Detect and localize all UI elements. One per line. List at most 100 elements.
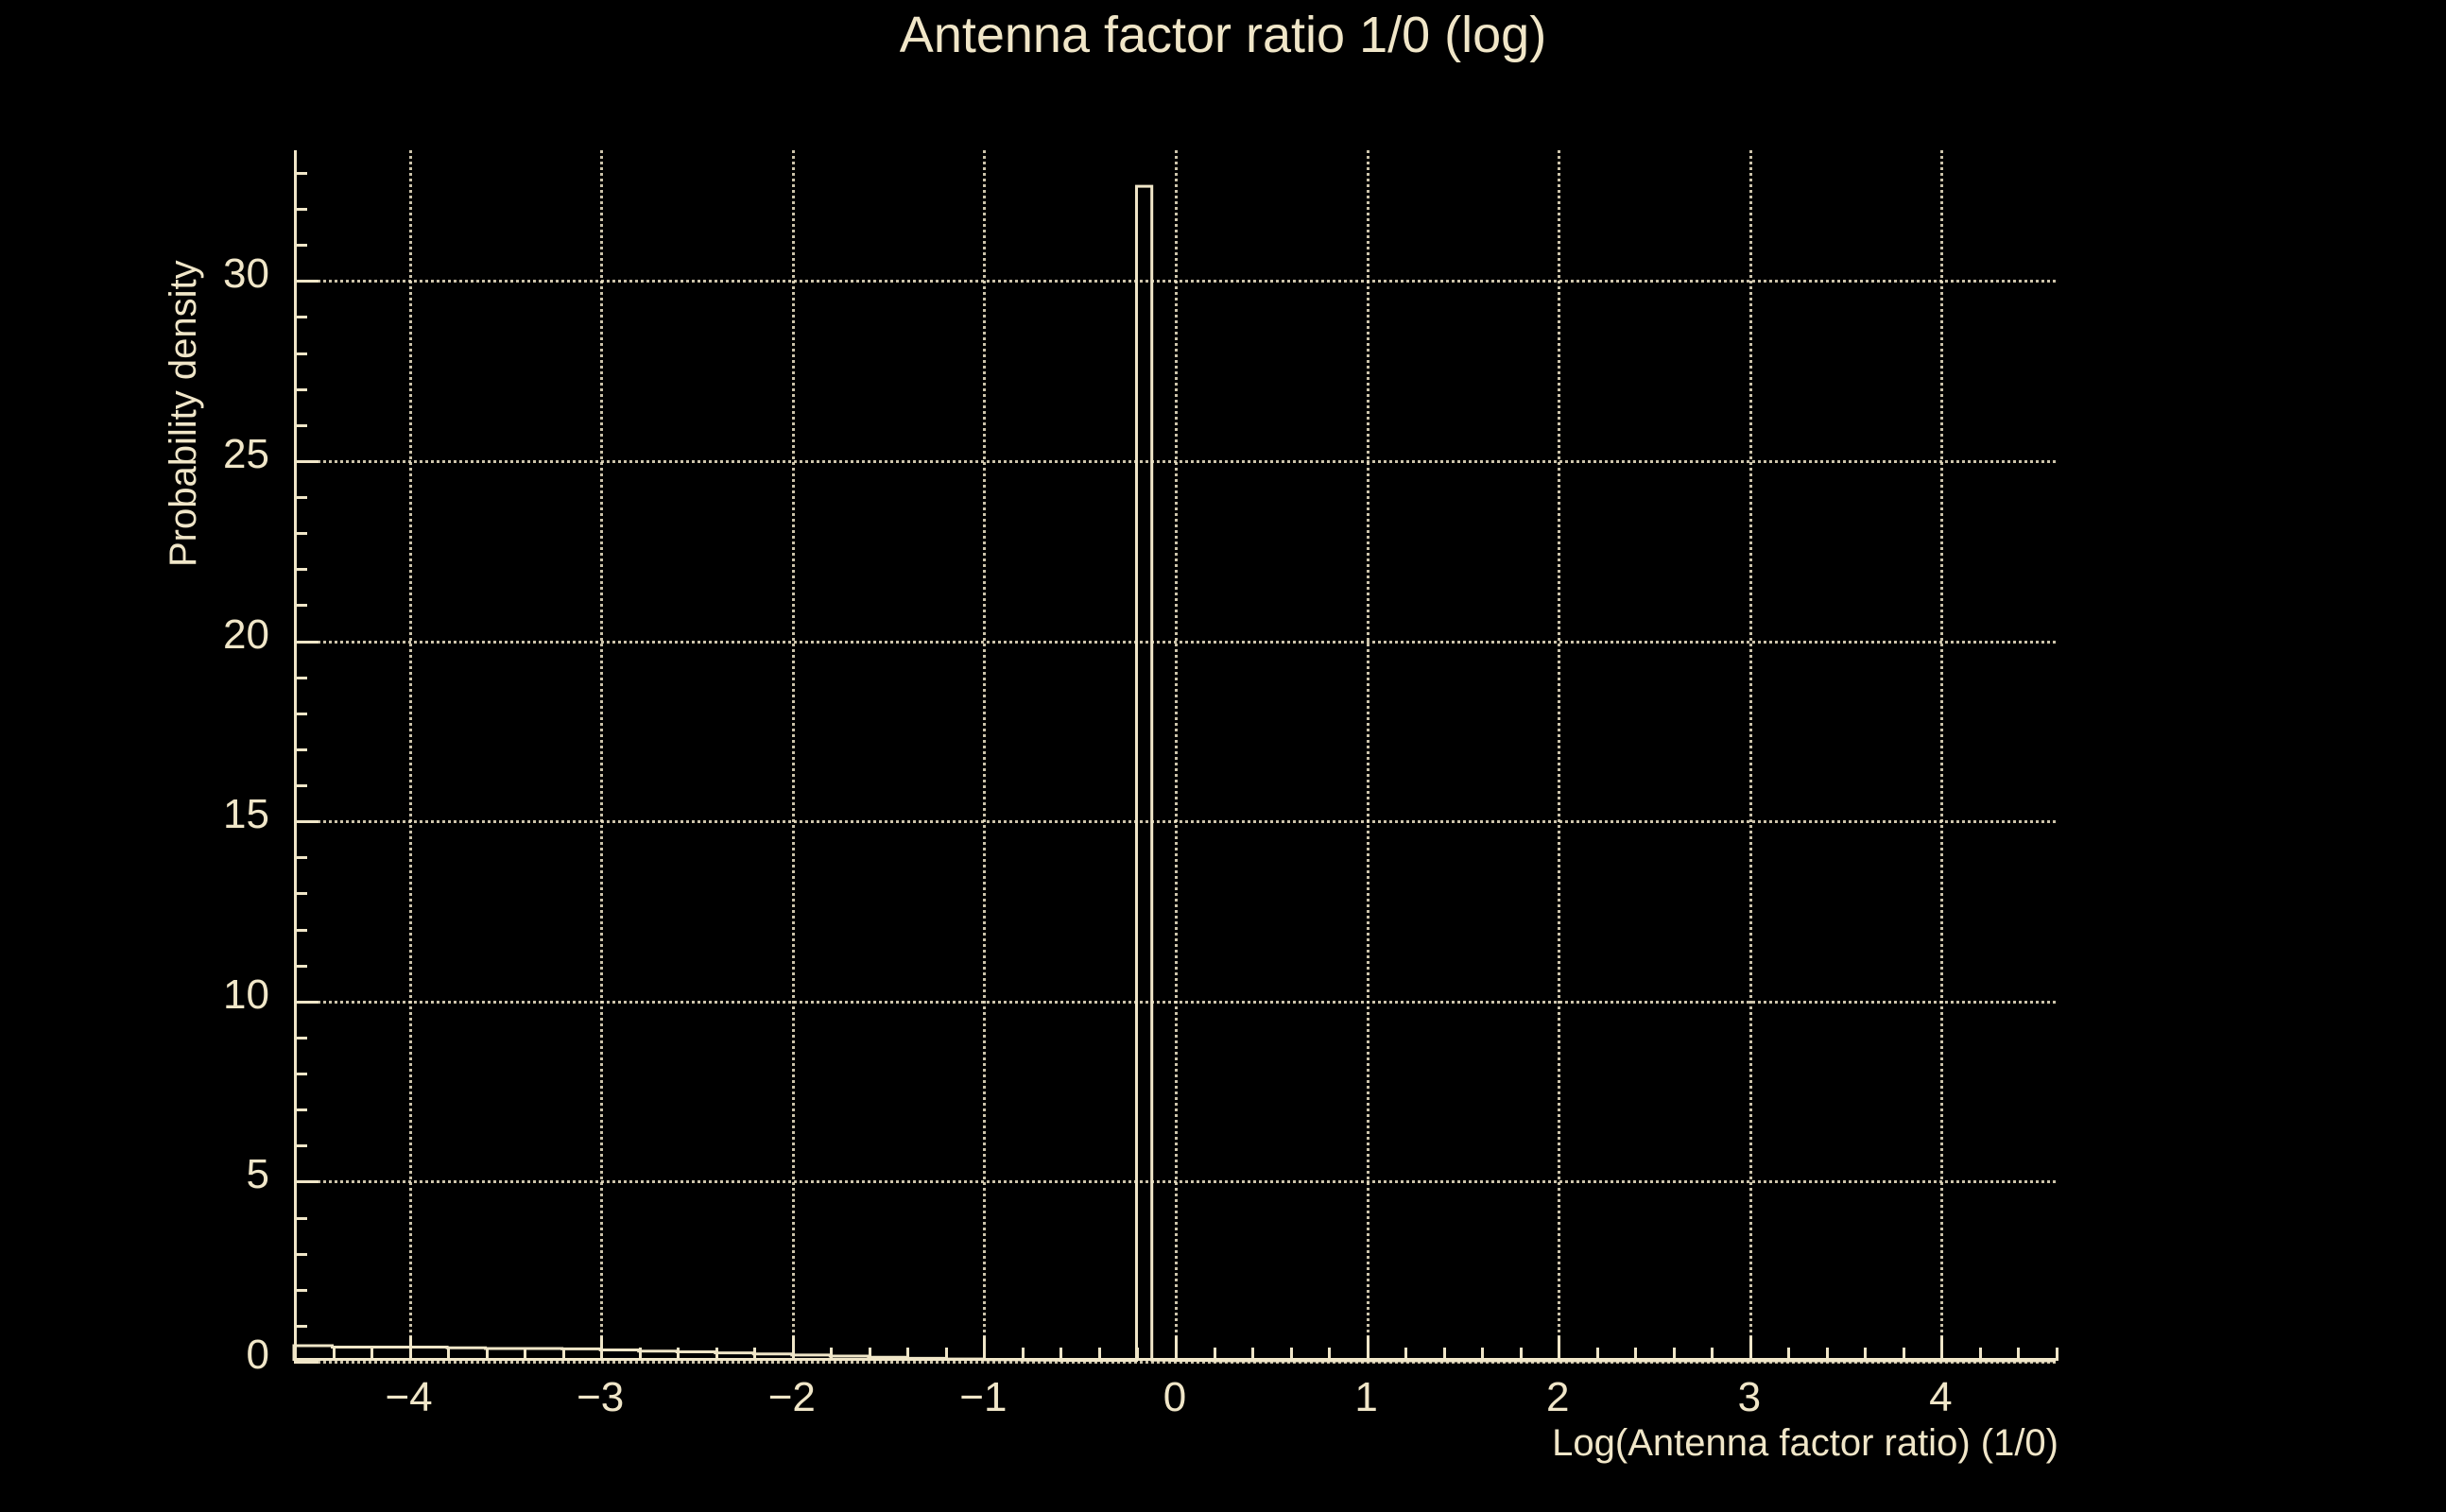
x-tick-minor: [868, 1348, 871, 1361]
histogram-series: [294, 150, 2056, 1361]
y-tick-major: [294, 1000, 319, 1004]
x-tick-major: [1366, 1336, 1369, 1361]
y-tick-minor: [294, 604, 307, 608]
x-tick-minor: [677, 1348, 680, 1361]
x-tick-label: 2: [1545, 1374, 1570, 1420]
x-tick-label: 0: [1163, 1374, 1187, 1420]
x-tick-minor: [1404, 1348, 1408, 1361]
y-tick-major: [294, 1180, 319, 1184]
x-tick-minor: [447, 1348, 451, 1361]
y-tick-label: 15: [223, 791, 269, 838]
gridline-vertical: [1175, 150, 1178, 1361]
y-tick-minor: [294, 496, 307, 499]
y-tick-minor: [294, 1108, 307, 1112]
x-tick-minor: [485, 1348, 489, 1361]
gridline-horizontal: [294, 459, 2056, 463]
gridline-horizontal: [294, 280, 2056, 284]
y-tick-minor: [294, 171, 307, 175]
y-tick-minor: [294, 568, 307, 572]
x-tick-minor: [1442, 1348, 1446, 1361]
gridline-vertical: [1940, 150, 1944, 1361]
y-axis-spine: [294, 150, 297, 1361]
x-tick-major: [1940, 1336, 1944, 1361]
y-tick-minor: [294, 352, 307, 355]
x-tick-minor: [1787, 1348, 1791, 1361]
y-tick-minor: [294, 784, 307, 787]
x-tick-label: −1: [959, 1374, 1008, 1420]
x-tick-minor: [1634, 1348, 1638, 1361]
gridline-horizontal: [294, 640, 2056, 644]
y-tick-label: 25: [223, 430, 269, 477]
x-tick-label: 3: [1737, 1374, 1762, 1420]
gridline-horizontal: [294, 820, 2056, 824]
x-tick-minor: [2017, 1348, 2021, 1361]
x-tick-major: [983, 1336, 987, 1361]
x-tick-major: [791, 1336, 795, 1361]
x-tick-minor: [1978, 1348, 1982, 1361]
gridline-vertical: [1748, 150, 1752, 1361]
x-axis-label: Log(Antenna factor ratio) (1/0): [1552, 1422, 2058, 1464]
y-tick-minor: [294, 387, 307, 391]
y-tick-label: 5: [246, 1151, 269, 1198]
page-title: Antenna factor ratio 1/0 (log): [899, 7, 1547, 63]
x-tick-label: −4: [385, 1374, 433, 1420]
gridline-horizontal: [294, 1000, 2056, 1004]
y-tick-minor: [294, 532, 307, 536]
x-tick-minor: [1481, 1348, 1485, 1361]
y-tick-minor: [294, 712, 307, 715]
gridline-horizontal: [294, 1180, 2056, 1184]
y-tick-minor: [294, 964, 307, 968]
y-tick-major: [294, 280, 319, 284]
y-axis-label: Probability density: [163, 260, 204, 567]
x-tick-minor: [1097, 1348, 1101, 1361]
y-tick-minor: [294, 1073, 307, 1075]
y-tick-label: 20: [223, 610, 269, 658]
y-tick-minor: [294, 928, 307, 932]
gridline-vertical: [408, 150, 412, 1361]
x-tick-label: 4: [1929, 1374, 1953, 1420]
y-tick-minor: [294, 423, 307, 427]
y-tick-minor: [294, 856, 307, 860]
x-tick-minor: [1519, 1348, 1523, 1361]
y-tick-minor: [294, 208, 307, 211]
y-tick-minor: [294, 1216, 307, 1220]
y-tick-major: [294, 1361, 319, 1364]
x-tick-minor: [1902, 1348, 1905, 1361]
x-tick-minor: [1251, 1348, 1255, 1361]
x-tick-minor: [1213, 1348, 1216, 1361]
x-tick-minor: [1021, 1348, 1025, 1361]
x-tick-minor: [1864, 1348, 1868, 1361]
y-tick-major: [294, 640, 319, 644]
x-axis-spine: [294, 1358, 2056, 1361]
x-tick-minor: [944, 1348, 948, 1361]
y-tick-minor: [294, 1252, 307, 1256]
x-tick-minor: [332, 1348, 336, 1361]
x-tick-minor: [1711, 1348, 1714, 1361]
y-tick-minor: [294, 316, 307, 319]
x-tick-minor: [524, 1348, 527, 1361]
x-tick-minor: [1328, 1348, 1332, 1361]
gridline-vertical: [791, 150, 795, 1361]
y-tick-minor: [294, 747, 307, 751]
x-tick-major: [600, 1336, 604, 1361]
x-tick-minor: [1289, 1348, 1293, 1361]
gridline-horizontal: [294, 1361, 2056, 1364]
y-tick-major: [294, 459, 319, 463]
y-tick-minor: [294, 1036, 307, 1040]
x-tick-label: −2: [767, 1374, 816, 1420]
x-tick-major: [1558, 1336, 1561, 1361]
plot-area: [294, 150, 2058, 1364]
gridline-vertical: [1558, 150, 1561, 1361]
y-tick-minor: [294, 1324, 307, 1328]
y-tick-minor: [294, 1144, 307, 1148]
y-tick-minor: [294, 676, 307, 679]
y-tick-label: 10: [223, 971, 269, 1018]
x-tick-minor: [1595, 1348, 1599, 1361]
x-tick-label: 1: [1354, 1374, 1378, 1420]
x-tick-minor: [906, 1348, 910, 1361]
x-tick-minor: [1672, 1348, 1676, 1361]
y-tick-minor: [294, 892, 307, 896]
gridline-vertical: [983, 150, 987, 1361]
y-tick-minor: [294, 1288, 307, 1292]
